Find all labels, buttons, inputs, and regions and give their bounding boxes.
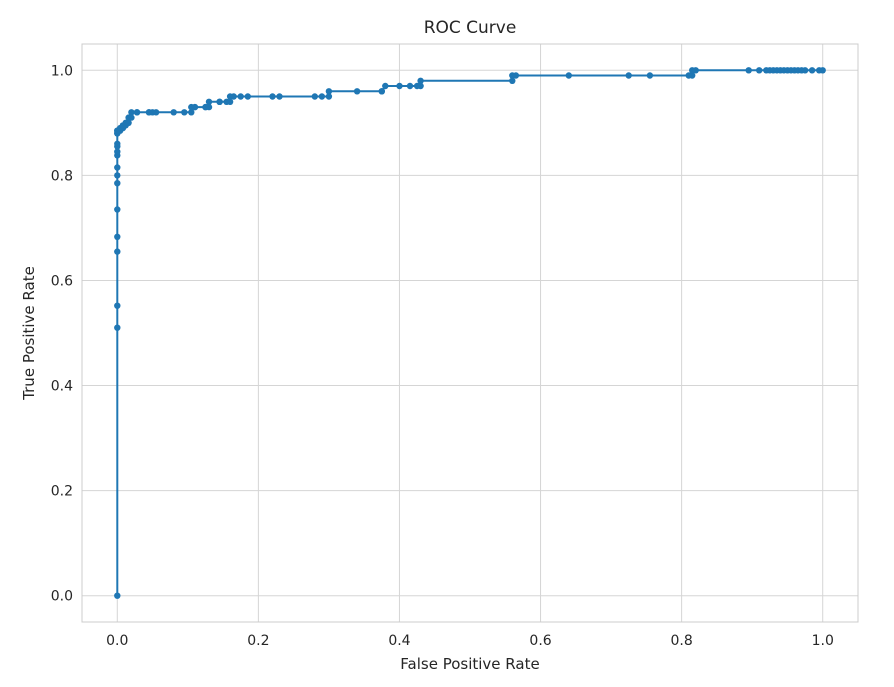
x-axis-label: False Positive Rate — [400, 655, 539, 673]
roc-point — [808, 67, 816, 74]
roc-point — [114, 233, 121, 240]
roc-point — [237, 93, 244, 100]
plot-frame — [81, 43, 859, 623]
roc-point — [114, 302, 121, 309]
roc-point — [512, 72, 520, 79]
x-tick-labels: 0.0 0.2 0.4 0.6 0.8 1.0 — [106, 633, 834, 649]
x-tick-label: 0.6 — [529, 633, 551, 649]
roc-point — [244, 93, 251, 100]
roc-point — [396, 82, 403, 90]
roc-point — [133, 109, 141, 116]
y-tick-label: 0.0 — [51, 589, 73, 605]
roc-point — [230, 93, 237, 100]
x-tick-label: 0.0 — [106, 633, 128, 649]
roc-point — [318, 93, 326, 100]
roc-point — [625, 72, 632, 79]
roc-point — [692, 67, 699, 74]
y-axis-label: True Positive Rate — [20, 266, 38, 401]
roc-point — [114, 164, 121, 171]
roc-point — [325, 93, 333, 100]
y-tick-label: 0.4 — [51, 379, 73, 395]
roc-point — [406, 82, 414, 90]
roc-point — [756, 67, 763, 74]
roc-data-points — [114, 67, 826, 599]
roc-point — [205, 103, 213, 111]
y-tick-label: 0.8 — [51, 168, 73, 184]
roc-point — [417, 82, 424, 90]
roc-point — [378, 88, 385, 95]
y-tick-label: 0.2 — [51, 484, 73, 500]
roc-point — [128, 109, 135, 116]
y-tick-label: 1.0 — [51, 63, 73, 79]
chart-title: ROC Curve — [424, 18, 517, 38]
roc-point — [152, 109, 160, 116]
roc-point — [114, 324, 121, 331]
roc-point — [269, 93, 276, 100]
roc-point — [114, 140, 121, 147]
y-tick-label: 0.6 — [51, 273, 73, 289]
roc-point — [311, 93, 318, 100]
roc-point — [646, 72, 654, 79]
roc-point — [114, 148, 121, 155]
roc-point — [114, 592, 121, 599]
x-tick-label: 1.0 — [812, 633, 834, 649]
x-tick-label: 0.2 — [247, 633, 269, 649]
roc-point — [114, 172, 121, 179]
roc-point — [509, 77, 516, 85]
roc-point — [801, 67, 809, 74]
roc-point — [125, 119, 132, 127]
roc-point — [128, 114, 135, 121]
roc-point — [689, 72, 696, 79]
roc-point — [114, 248, 121, 255]
roc-point — [191, 103, 199, 111]
x-tick-label: 0.4 — [388, 633, 410, 649]
roc-point — [276, 93, 283, 100]
roc-point — [353, 88, 361, 95]
roc-point — [216, 98, 223, 106]
roc-point — [114, 180, 121, 187]
y-tick-labels: 0.0 0.2 0.4 0.6 0.8 1.0 — [51, 63, 73, 604]
x-tick-label: 0.8 — [671, 633, 693, 649]
roc-point — [417, 77, 424, 85]
roc-point — [745, 67, 752, 74]
roc-point — [205, 98, 213, 106]
roc-point — [565, 72, 572, 79]
roc-point — [819, 67, 826, 74]
roc-point — [226, 98, 234, 106]
roc-point — [181, 109, 188, 116]
roc-point — [114, 206, 121, 213]
roc-point — [382, 82, 389, 90]
grid-lines — [82, 44, 858, 622]
roc-point — [325, 88, 333, 95]
roc-point — [188, 109, 195, 116]
roc-point — [170, 109, 177, 116]
